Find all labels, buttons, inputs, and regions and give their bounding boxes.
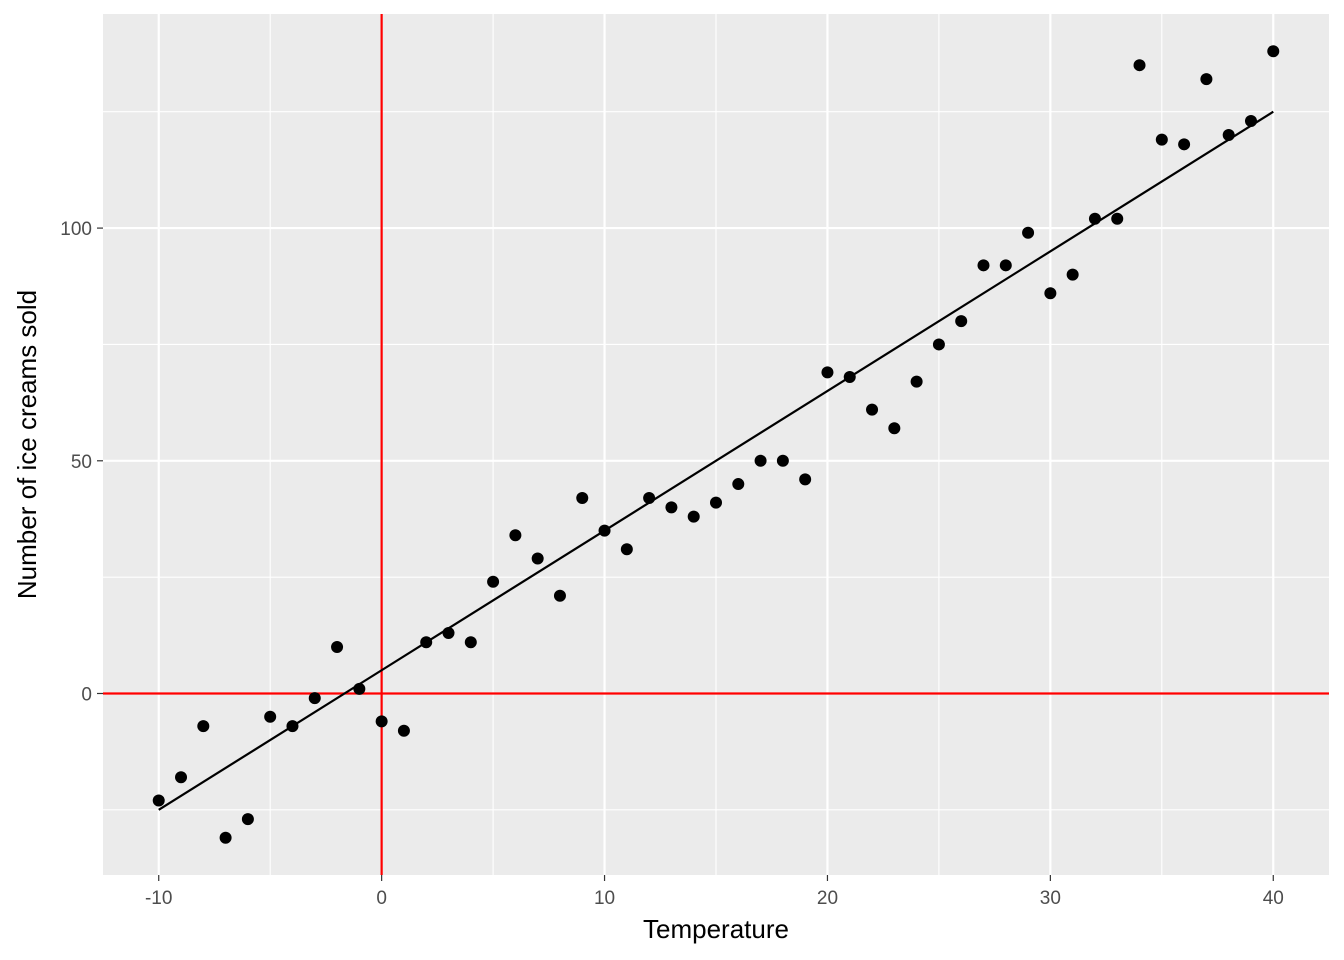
data-point — [1111, 212, 1124, 225]
y-tick-label: 100 — [60, 219, 92, 240]
data-point — [1244, 115, 1257, 128]
data-point — [1267, 45, 1280, 58]
data-point — [1044, 287, 1057, 300]
data-point — [241, 813, 254, 826]
data-point — [1088, 212, 1101, 225]
x-tick-label: 30 — [1040, 888, 1061, 909]
data-point — [152, 794, 165, 807]
data-point — [888, 422, 901, 435]
reference-lines — [103, 14, 1329, 875]
x-tick-label: 0 — [376, 888, 387, 909]
data-point — [487, 575, 500, 588]
y-tick-label: 0 — [81, 684, 92, 705]
data-point — [464, 636, 477, 649]
y-tick-label: 50 — [71, 452, 92, 473]
data-point — [531, 552, 544, 565]
data-point — [799, 473, 812, 486]
minor-gridlines — [103, 14, 1329, 875]
data-point — [375, 715, 388, 728]
data-point — [576, 492, 589, 505]
data-point — [1022, 226, 1035, 239]
data-point — [866, 403, 879, 416]
data-points — [152, 45, 1280, 844]
trend-line-group — [158, 110, 1274, 811]
data-point — [754, 454, 767, 467]
data-point — [1222, 129, 1235, 142]
data-point — [1178, 138, 1191, 151]
data-point — [442, 626, 455, 639]
data-point — [977, 259, 990, 272]
data-point — [732, 478, 745, 491]
data-point — [175, 771, 188, 784]
x-tick-label: -10 — [145, 888, 172, 909]
data-point — [999, 259, 1012, 272]
data-point — [1200, 73, 1213, 86]
data-point — [843, 371, 856, 384]
x-tick-label: 40 — [1263, 888, 1284, 909]
data-point — [331, 640, 344, 653]
data-point — [353, 682, 366, 695]
data-point — [821, 366, 834, 379]
data-point — [932, 338, 945, 351]
data-point — [308, 692, 321, 705]
data-point — [197, 720, 210, 733]
data-point — [219, 831, 232, 844]
y-axis-ticks: 0 50 100 — [60, 219, 103, 705]
trend-line — [158, 110, 1274, 811]
x-axis-ticks: -10 0 10 20 30 40 — [145, 875, 1284, 909]
data-point — [1133, 59, 1146, 72]
data-point — [687, 510, 700, 523]
data-point — [910, 375, 923, 388]
data-point — [620, 543, 633, 556]
data-point — [509, 529, 522, 542]
data-point — [665, 501, 678, 514]
x-tick-label: 10 — [594, 888, 615, 909]
data-point — [420, 636, 433, 649]
x-axis-title: Temperature — [643, 914, 789, 944]
data-point — [553, 589, 566, 602]
y-axis-title: Number of ice creams sold — [12, 290, 42, 599]
data-point — [643, 492, 656, 505]
data-point — [1066, 268, 1079, 281]
data-point — [286, 720, 299, 733]
data-point — [397, 724, 410, 737]
data-point — [710, 496, 722, 509]
data-point — [598, 524, 611, 537]
data-point — [776, 454, 789, 467]
data-point — [1155, 133, 1168, 146]
data-point — [264, 710, 277, 723]
data-point — [955, 315, 968, 328]
x-tick-label: 20 — [817, 888, 838, 909]
